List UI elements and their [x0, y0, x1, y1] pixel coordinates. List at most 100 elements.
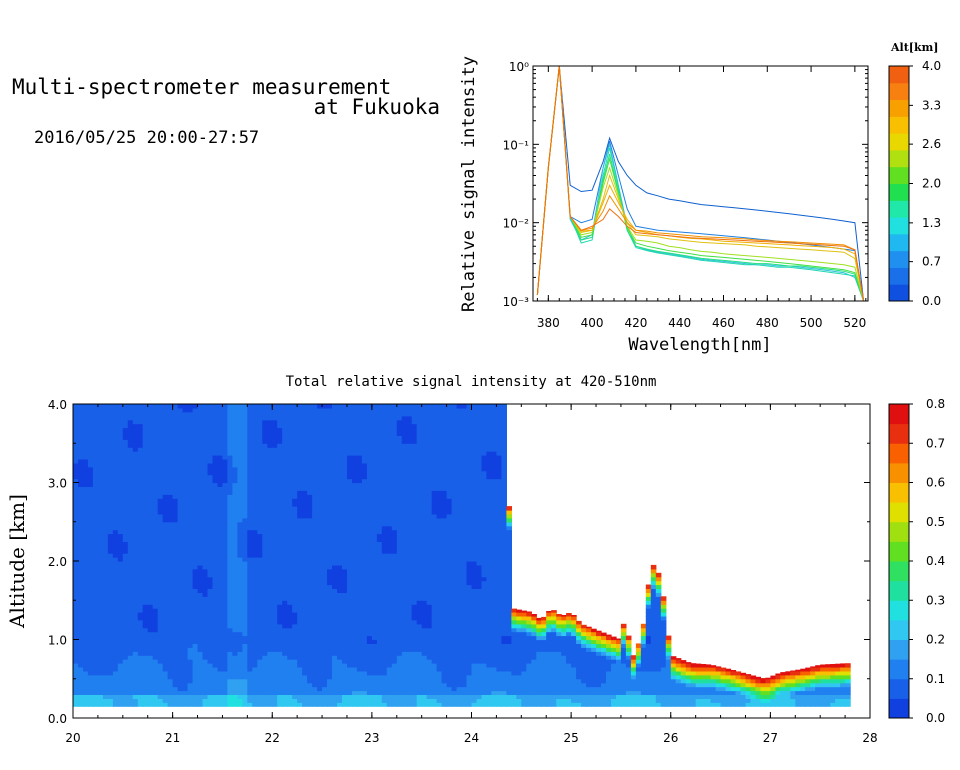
heatmap-cell [242, 545, 248, 550]
heatmap-cell [237, 470, 243, 476]
heatmap-cell [122, 443, 129, 448]
heatmap-cell [232, 486, 238, 491]
heatmap-cell [137, 439, 144, 444]
heatmap-cell [83, 419, 89, 425]
heatmap-cell [312, 517, 318, 523]
heatmap-cell [252, 502, 258, 507]
heatmap-cell [87, 612, 94, 617]
heatmap-cell [267, 439, 273, 444]
heatmap-cell [307, 592, 313, 597]
heatmap-cell [112, 451, 119, 456]
heatmap-cell [347, 545, 353, 550]
heatmap-cell [322, 498, 328, 503]
heatmap-cell [371, 698, 378, 703]
heatmap-cell [172, 435, 179, 440]
heatmap-cell [197, 690, 204, 695]
heatmap-cell [262, 561, 268, 566]
heatmap-cell [327, 663, 333, 668]
heatmap-cell [366, 627, 373, 633]
heatmap-cell [177, 404, 184, 409]
heatmap-cell [277, 459, 283, 464]
heatmap-cell [162, 635, 169, 641]
heatmap-cell [92, 494, 99, 499]
heatmap-cell [132, 451, 139, 456]
heatmap-cell [97, 561, 104, 566]
spectrum-x-tick-label: 460 [712, 316, 735, 330]
heatmap-cell [212, 404, 219, 409]
heatmap-cell [182, 470, 189, 476]
heatmap-cell [87, 506, 94, 511]
heatmap-cell [307, 651, 313, 656]
heatmap-cell [222, 498, 228, 503]
heatmap-cell [78, 604, 84, 609]
heatmap-cell [217, 557, 224, 562]
heatmap-cell [227, 533, 233, 538]
heatmap-cell [297, 623, 303, 629]
heatmap-cell [327, 411, 333, 417]
heatmap-cell [277, 490, 283, 495]
heatmap-cell [247, 643, 253, 648]
heatmap-cell [137, 506, 144, 511]
heatmap-cell [92, 415, 99, 421]
heatmap-cell [117, 407, 124, 413]
heatmap-cell [332, 447, 338, 452]
heatmap-cell [117, 615, 124, 621]
heatmap-cell [347, 631, 353, 637]
heatmap-cell [177, 439, 184, 444]
heatmap-cell [282, 651, 288, 656]
heatmap-cell [381, 615, 388, 621]
heatmap-cell [197, 470, 204, 476]
heatmap-cell [327, 694, 333, 699]
heatmap-cell [292, 427, 298, 433]
heatmap-cell [117, 419, 124, 425]
heatmap-cell [137, 482, 144, 487]
heatmap-cell [212, 612, 219, 617]
heatmap-cell [267, 533, 273, 538]
heatmap-cell [112, 694, 119, 699]
heatmap-cell [107, 561, 114, 566]
heatmap-cell [73, 404, 79, 409]
heatmap-cell [117, 494, 124, 499]
heatmap-cell [182, 557, 189, 562]
heatmap-cell [361, 466, 368, 472]
heatmap-cell [92, 588, 99, 593]
heatmap-cell [107, 447, 114, 452]
heatmap-cell [122, 407, 129, 413]
heatmap-cell [152, 521, 159, 527]
heatmap-cell [282, 674, 288, 680]
heatmap-cell [262, 557, 268, 562]
heatmap-cell [192, 659, 199, 664]
heatmap-cell [78, 462, 84, 468]
heatmap-cell [287, 564, 293, 570]
heatmap-cell [222, 667, 228, 672]
heatmap-cell [147, 674, 154, 680]
heatmap-cell [137, 494, 144, 499]
heatmap-cell [252, 663, 258, 668]
heatmap-cell [157, 451, 164, 456]
heatmap-cell [152, 608, 159, 613]
heatmap-cell [122, 694, 129, 699]
heatmap-cell [381, 572, 388, 578]
heatmap-cell [157, 537, 164, 542]
heatmap-cell [227, 537, 233, 542]
heatmap-cell [112, 568, 119, 574]
heatmap-cell [92, 698, 99, 703]
heatmap-cell [252, 470, 258, 476]
heatmap-cell [322, 557, 328, 562]
heatmap-cell [107, 459, 114, 464]
heatmap-cell [356, 404, 363, 409]
heatmap-cell [122, 690, 129, 695]
heatmap-cell [147, 474, 154, 480]
heatmap-cell [332, 451, 338, 456]
heatmap-cell [257, 498, 263, 503]
heatmap-cell [157, 498, 164, 503]
heatmap-cell [107, 466, 114, 472]
heatmap-cell [232, 631, 238, 637]
heatmap-cell [272, 667, 278, 672]
heatmap-cell [307, 549, 313, 554]
heatmap-cell [322, 459, 328, 464]
heatmap-cell [87, 651, 94, 656]
heatmap-cell [182, 572, 189, 578]
heatmap-cell [182, 439, 189, 444]
heatmap-cell [371, 415, 378, 421]
